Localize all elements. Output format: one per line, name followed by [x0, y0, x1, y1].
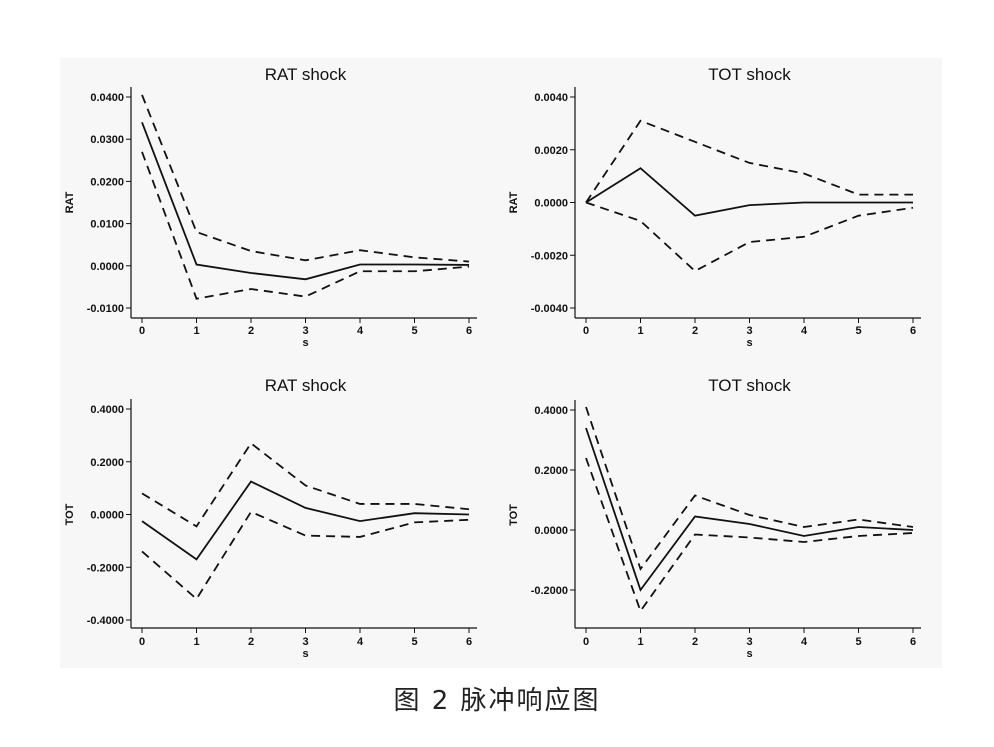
y-tick-label: 0.0000: [90, 261, 124, 273]
y-tick-label: 0.4000: [90, 404, 124, 416]
y-axis-label: RAT: [64, 191, 76, 213]
y-axis-label: TOT: [64, 503, 76, 525]
x-tick-label: 3: [746, 636, 752, 648]
confidence-band-line: [585, 406, 914, 571]
confidence-band-line: [585, 457, 914, 613]
confidence-band-line: [585, 201, 914, 273]
x-tick-label: 6: [466, 636, 472, 648]
chart-panel-4: TOT shock -0.2000 0.0000 0.2000 0.4000 0 1 2 3 4 5…: [508, 376, 921, 660]
chart-title: TOT shock: [708, 376, 791, 395]
y-tick-label: 0.4000: [534, 405, 568, 417]
x-tick-label: 1: [193, 325, 199, 337]
x-tick-label: 3: [302, 636, 308, 648]
x-tick-label: 5: [855, 636, 861, 648]
y-tick-label: -0.4000: [87, 615, 124, 627]
x-tick-label: 2: [248, 636, 254, 648]
y-tick-label: 0.0000: [534, 525, 568, 537]
chart-panel-2: TOT shock -0.0040 -0.0020 0.0000 0.0020 0.004…: [508, 65, 921, 349]
x-tick-label: 2: [692, 325, 698, 337]
x-tick-label: 3: [302, 325, 308, 337]
y-tick-label: -0.0100: [87, 303, 124, 315]
y-axis-label: RAT: [508, 191, 520, 213]
y-tick-label: 0.0400: [90, 92, 124, 104]
impulse-response-charts: RAT shock -0.0100 0.0000 0.0100 0.0200 0.0300…: [64, 65, 921, 660]
y-tick-label: 0.0020: [534, 145, 568, 157]
x-axis-label: s: [302, 337, 308, 349]
x-tick-label: 1: [637, 325, 643, 337]
x-axis-label: s: [746, 337, 752, 349]
y-tick-label: 0.2000: [534, 465, 568, 477]
x-tick-label: 1: [193, 636, 199, 648]
y-tick-label: 0.2000: [90, 457, 124, 469]
confidence-band-line: [141, 151, 470, 300]
confidence-band-line: [585, 119, 913, 203]
x-tick-label: 0: [139, 325, 145, 337]
x-tick-label: 6: [910, 636, 916, 648]
impulse-response-line: [585, 427, 914, 592]
x-axis-label: s: [302, 648, 308, 660]
x-tick-label: 5: [411, 636, 417, 648]
confidence-band-line: [141, 94, 470, 263]
x-tick-label: 0: [583, 636, 589, 648]
x-tick-label: 5: [855, 325, 861, 337]
x-tick-label: 5: [411, 325, 417, 337]
chart-title: RAT shock: [265, 65, 347, 84]
x-tick-label: 6: [910, 325, 916, 337]
y-tick-label: 0.0100: [90, 219, 124, 231]
x-tick-label: 2: [692, 636, 698, 648]
y-tick-label: 0.0000: [534, 198, 568, 210]
y-tick-label: -0.2000: [531, 585, 568, 597]
confidence-band-line: [141, 441, 470, 528]
x-tick-label: 4: [801, 636, 808, 648]
impulse-response-line: [141, 480, 470, 561]
confidence-band-line: [141, 510, 470, 601]
y-tick-label: 0.0300: [90, 134, 124, 146]
x-tick-label: 4: [357, 325, 364, 337]
x-tick-label: 0: [139, 636, 145, 648]
y-tick-label: -0.2000: [87, 562, 124, 574]
figure-caption: 图 2 脉冲响应图: [393, 686, 601, 716]
chart-panel-1: RAT shock -0.0100 0.0000 0.0100 0.0200 0.0300…: [64, 65, 477, 349]
x-tick-label: 1: [637, 636, 643, 648]
x-tick-label: 2: [248, 325, 254, 337]
y-tick-label: 0.0000: [90, 510, 124, 522]
chart-title: RAT shock: [265, 376, 347, 395]
x-tick-label: 4: [801, 325, 808, 337]
impulse-response-line: [141, 121, 470, 281]
y-axis-label: TOT: [508, 504, 520, 526]
y-tick-label: 0.0040: [534, 92, 568, 104]
y-tick-label: 0.0200: [90, 176, 124, 188]
y-tick-label: -0.0020: [531, 250, 568, 262]
x-tick-label: 6: [466, 325, 472, 337]
figure-panel: [60, 58, 942, 668]
x-axis-label: s: [746, 648, 752, 660]
chart-panel-3: RAT shock -0.4000 -0.2000 0.0000 0.2000 0.400…: [64, 376, 477, 660]
x-tick-label: 4: [357, 636, 364, 648]
x-tick-label: 0: [583, 325, 589, 337]
y-tick-label: -0.0040: [531, 303, 568, 315]
impulse-response-line: [585, 167, 913, 217]
chart-title: TOT shock: [708, 65, 791, 84]
x-tick-label: 3: [746, 325, 752, 337]
